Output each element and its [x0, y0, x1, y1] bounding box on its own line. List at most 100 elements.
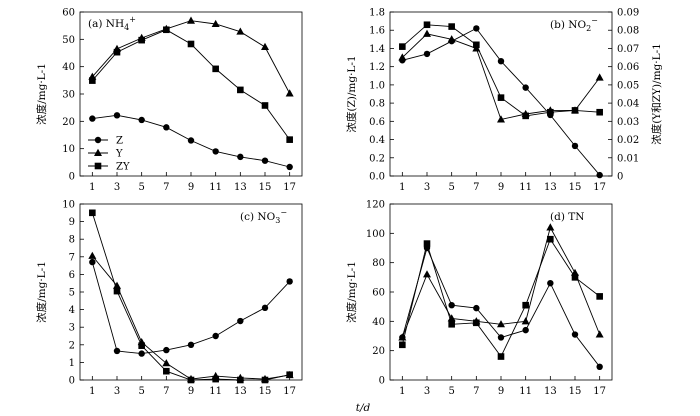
data-point-Z [237, 317, 244, 325]
data-point-ZY [571, 274, 579, 281]
data-point-ZY [596, 108, 603, 116]
plot-frame [79, 203, 303, 381]
data-point-ZY [212, 65, 219, 73]
data-point-Y [521, 317, 530, 325]
data-point-Z [187, 137, 195, 144]
y-tick-label: 0 [379, 376, 385, 387]
data-point-Y [261, 42, 269, 50]
data-point-ZY [286, 136, 293, 143]
y-tick-label: 30 [62, 90, 75, 101]
data-point-ZY [113, 48, 121, 56]
x-tick-label: 1 [89, 182, 95, 193]
x-tick-label: 13 [234, 182, 247, 193]
x-tick-label: 3 [424, 182, 430, 193]
x-tick-label: 7 [473, 386, 479, 397]
x-tick-label: 7 [163, 182, 169, 193]
x-tick-label: 7 [163, 386, 169, 397]
data-point-Y [211, 19, 220, 28]
data-point-Z [187, 341, 195, 348]
y-right-tick-label: 0.02 [617, 135, 639, 146]
y-tick-label: 10 [62, 200, 75, 211]
data-point-Z [261, 304, 269, 312]
data-point-ZY [448, 320, 455, 328]
y-tick-label: 1.0 [369, 80, 385, 91]
y-tick-label: 40 [372, 317, 385, 328]
y-right-tick-label: 0.07 [617, 44, 639, 55]
y-tick-label: 120 [366, 200, 385, 211]
series-line-Z [91, 261, 291, 355]
data-point-Z [473, 304, 480, 312]
legend-marker [94, 148, 102, 156]
y-tick-label: 4 [69, 305, 75, 316]
data-point-ZY [212, 375, 219, 383]
y-tick-label: 9 [69, 217, 75, 228]
x-tick-label: 9 [188, 386, 194, 397]
x-tick-label: 5 [448, 386, 454, 397]
data-point-Z [113, 112, 121, 119]
data-point-ZY [187, 40, 195, 48]
panel-title: (a) NH4+ [88, 15, 136, 32]
data-point-ZY [89, 77, 96, 84]
data-point-Y [595, 73, 604, 81]
x-tick-label: 15 [259, 386, 272, 397]
panel-title: (d) TN [550, 211, 584, 223]
x-tick-label: 3 [424, 386, 430, 397]
data-point-ZY [473, 41, 480, 49]
data-point-ZY [138, 342, 145, 349]
x-tick-label: 11 [209, 386, 222, 397]
data-point-Z [522, 84, 529, 91]
data-point-ZY [138, 36, 145, 44]
x-tick-label: 5 [138, 386, 144, 397]
y-tick-label: 0.6 [369, 117, 385, 128]
data-point-Y [398, 333, 407, 341]
data-point-ZY [448, 23, 455, 30]
x-tick-label: 17 [593, 386, 606, 397]
y-tick-label: 3 [69, 323, 75, 334]
legend-label: Z [116, 136, 123, 147]
x-tick-label: 1 [399, 182, 405, 193]
data-point-ZY [237, 86, 244, 94]
data-point-Z [113, 347, 121, 355]
x-tick-label: 1 [399, 386, 405, 397]
y-axis-label: 浓度/mg·L-1 [345, 261, 358, 323]
y-tick-label: 50 [62, 35, 75, 46]
data-point-ZY [237, 376, 244, 384]
x-tick-label: 9 [188, 182, 194, 193]
data-point-ZY [261, 376, 269, 384]
data-point-Z [473, 25, 480, 32]
y-right-tick-label: 0.03 [617, 117, 639, 128]
data-point-Y [497, 115, 505, 123]
x-tick-label: 9 [498, 182, 504, 193]
data-point-ZY [261, 102, 269, 109]
data-point-ZY [522, 112, 529, 120]
data-point-Z [497, 58, 505, 65]
data-point-Z [89, 115, 96, 122]
y-axis-label: 浓度/mg·L-1 [35, 261, 48, 323]
data-point-Y [595, 330, 604, 338]
data-point-Z [237, 153, 244, 161]
y-tick-label: 0.8 [369, 99, 385, 110]
data-point-Z [286, 163, 293, 171]
data-point-ZY [571, 107, 579, 114]
data-point-ZY [163, 367, 170, 375]
x-tick-label: 5 [138, 182, 144, 193]
data-point-ZY [286, 371, 293, 379]
y-tick-label: 1.6 [369, 26, 385, 37]
x-tick-label: 17 [283, 386, 296, 397]
y-right-tick-label: 0.09 [617, 8, 639, 19]
data-point-Y [113, 281, 121, 289]
data-point-Z [497, 334, 505, 341]
data-point-ZY [113, 287, 121, 295]
x-tick-label: 15 [569, 386, 582, 397]
x-tick-label: 11 [209, 182, 222, 193]
data-point-Y [88, 251, 97, 259]
data-point-ZY [423, 21, 431, 29]
data-point-Z [138, 116, 145, 124]
data-point-Z [522, 326, 529, 334]
x-tick-label: 13 [544, 386, 557, 397]
y-tick-label: 40 [62, 62, 75, 73]
y-tick-label: 0.2 [369, 153, 385, 164]
y-right-tick-label: 0.01 [617, 153, 639, 164]
data-point-ZY [547, 108, 554, 116]
